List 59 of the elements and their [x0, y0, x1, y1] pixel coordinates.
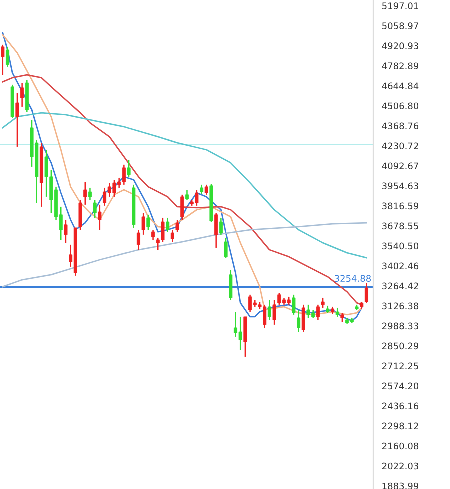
candlestick	[302, 304, 306, 333]
candlestick	[16, 92, 20, 148]
y-tick-label: 2850.29	[382, 342, 419, 350]
y-tick-label: 3954.63	[382, 182, 418, 190]
y-tick-label: 3126.38	[382, 302, 419, 310]
ref-line-label: 3254.88	[334, 275, 372, 282]
y-tick-label: 3402.46	[382, 262, 419, 270]
candlestick	[292, 294, 296, 316]
candlestick	[176, 219, 180, 233]
y-tick-label: 4506.80	[382, 102, 419, 110]
y-tick-label: 3678.55	[382, 222, 418, 230]
y-tick-label: 3816.59	[382, 202, 419, 210]
candlestick	[200, 184, 204, 195]
y-tick-label: 2022.03	[382, 462, 418, 470]
candlestick	[180, 194, 184, 221]
y-tick-label: 2436.16	[382, 402, 419, 410]
candlestick	[84, 181, 88, 206]
y-tick-label: 4230.72	[382, 142, 418, 150]
candlestick	[142, 212, 146, 236]
y-tick-label: 4092.67	[382, 162, 418, 170]
candlestick	[316, 304, 320, 321]
y-tick-label: 4920.93	[382, 42, 418, 50]
candlestick	[1, 44, 5, 76]
candlestick	[78, 199, 82, 231]
y-tick-label: 4644.84	[382, 82, 419, 90]
candlestick	[229, 269, 233, 301]
candlestick	[98, 204, 102, 231]
y-tick-label: 5058.97	[382, 22, 418, 30]
y-tick-label: 2298.12	[382, 422, 418, 430]
candlestick	[204, 184, 208, 196]
candlestick	[127, 159, 131, 178]
candlestick	[364, 282, 368, 304]
y-tick-label: 4782.89	[382, 62, 419, 70]
y-tick-label: 5197.01	[382, 2, 418, 10]
candlestick	[272, 299, 276, 326]
y-tick-label: 2160.08	[382, 442, 419, 450]
y-tick-label: 2712.25	[382, 362, 418, 370]
candlestick	[166, 217, 170, 233]
candlestick	[6, 46, 10, 68]
candlestick	[170, 229, 174, 243]
y-tick-label: 4368.76	[382, 122, 419, 130]
candlestick	[136, 229, 140, 251]
candlestick	[93, 199, 97, 219]
candlestick	[152, 229, 156, 241]
candlestick	[297, 309, 301, 333]
candlestick	[268, 299, 272, 321]
y-tick-label: 3540.50	[382, 242, 419, 250]
candlestick	[20, 82, 24, 108]
candlestick	[224, 237, 228, 259]
candlestick	[185, 189, 189, 201]
candlestick	[321, 297, 325, 309]
y-tick-label: 3264.42	[382, 282, 418, 290]
y-tick-label: 2574.20	[382, 382, 419, 390]
candlestick	[219, 217, 223, 236]
y-tick-label: 2988.33	[382, 322, 418, 330]
candlestick	[214, 212, 218, 249]
candlestick	[64, 219, 68, 244]
candlestick	[146, 214, 150, 231]
candlestick	[88, 187, 92, 201]
